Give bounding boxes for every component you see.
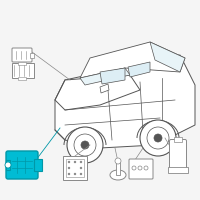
- Circle shape: [80, 167, 82, 169]
- Bar: [34, 159, 42, 171]
- Circle shape: [74, 173, 76, 175]
- Bar: [66, 159, 84, 177]
- Bar: [168, 167, 188, 173]
- Circle shape: [140, 120, 176, 156]
- Bar: [18, 62, 26, 65]
- Polygon shape: [150, 42, 185, 72]
- Circle shape: [68, 161, 70, 163]
- Circle shape: [67, 127, 103, 163]
- Bar: [6, 160, 10, 170]
- Polygon shape: [128, 62, 150, 77]
- Circle shape: [81, 141, 89, 149]
- Polygon shape: [100, 68, 125, 84]
- Polygon shape: [55, 55, 195, 148]
- Polygon shape: [80, 68, 130, 85]
- Circle shape: [80, 173, 82, 175]
- FancyBboxPatch shape: [6, 151, 38, 179]
- Circle shape: [74, 161, 76, 163]
- Circle shape: [115, 158, 121, 164]
- Polygon shape: [55, 75, 140, 110]
- Bar: [63, 156, 87, 180]
- Bar: [12, 63, 34, 78]
- Ellipse shape: [110, 170, 126, 180]
- Circle shape: [154, 134, 162, 142]
- FancyBboxPatch shape: [170, 140, 186, 170]
- Bar: [30, 53, 34, 58]
- Circle shape: [68, 173, 70, 175]
- Polygon shape: [80, 42, 185, 78]
- Bar: [174, 137, 182, 142]
- Polygon shape: [100, 84, 109, 93]
- FancyBboxPatch shape: [12, 48, 32, 62]
- Circle shape: [68, 167, 70, 169]
- Circle shape: [5, 162, 11, 168]
- Bar: [116, 161, 120, 175]
- Bar: [18, 77, 26, 80]
- FancyBboxPatch shape: [129, 159, 153, 179]
- Circle shape: [80, 161, 82, 163]
